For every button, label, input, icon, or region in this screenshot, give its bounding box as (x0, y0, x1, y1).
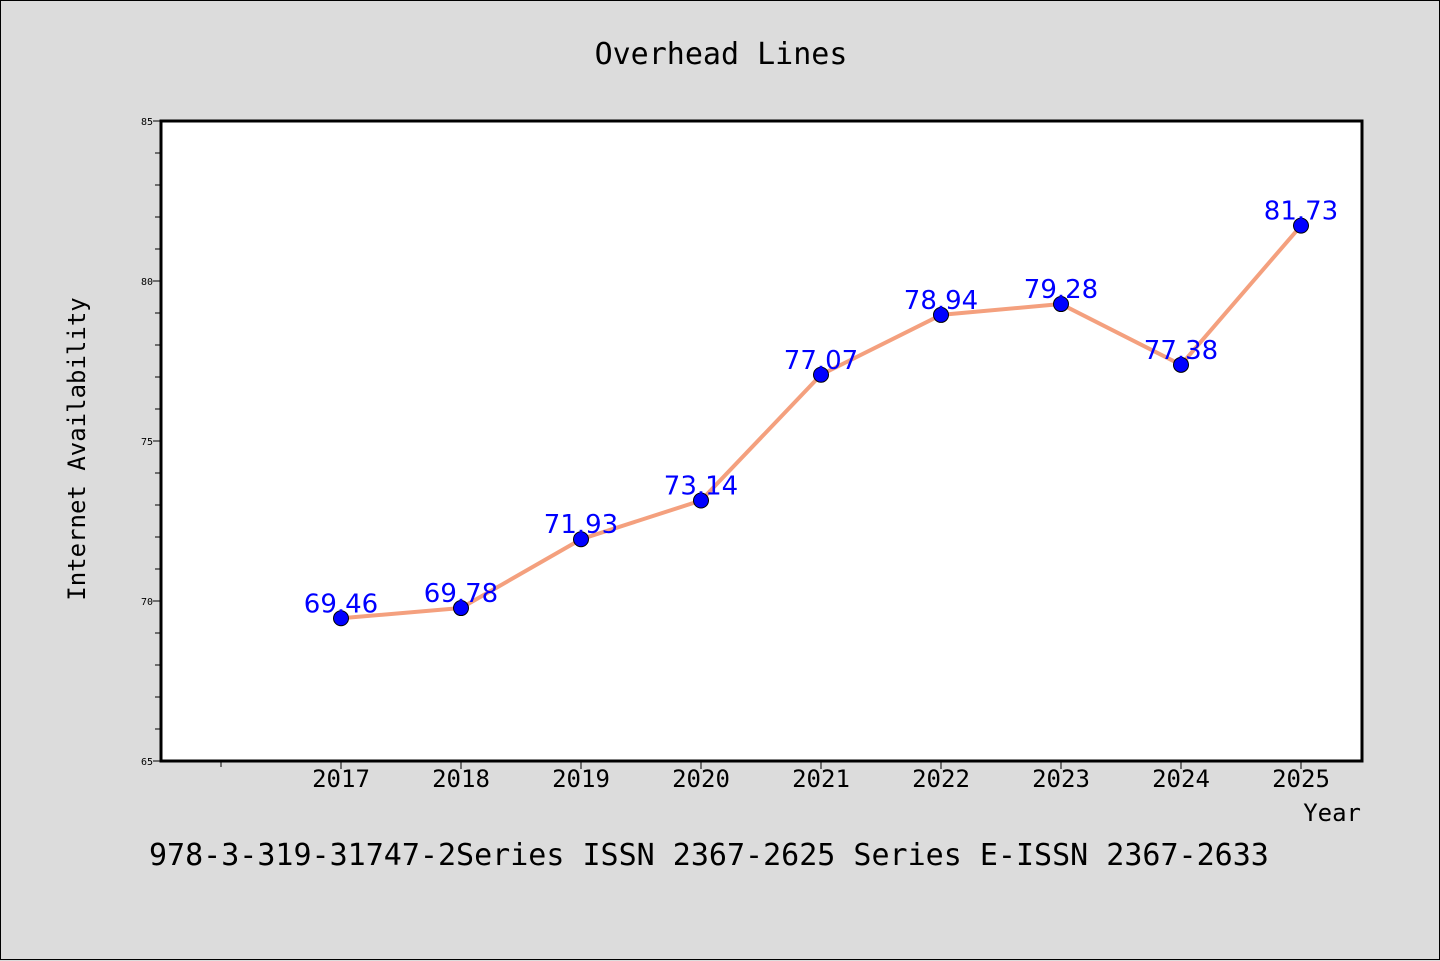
x-axis: 2017 2018 2019 2020 2021 2022 2023 2024 2025 (220, 761, 1330, 793)
x-tick-label: 2021 (792, 765, 850, 793)
data-point (333, 610, 349, 627)
data-label: 81.73 (1264, 197, 1338, 227)
x-axis-label: Year (1303, 799, 1361, 827)
data-point (1173, 356, 1189, 373)
data-point (813, 366, 829, 383)
data-label: 78.94 (904, 286, 978, 316)
x-tick-label: 2017 (312, 765, 370, 793)
y-axis: 65 70 75 80 85 (141, 117, 161, 768)
footer-text: 978-3-319-31747-2Series ISSN 2367-2625 S… (149, 838, 1269, 873)
x-tick-label: 2023 (1032, 765, 1090, 793)
data-label: 77.38 (1144, 336, 1218, 366)
data-label: 71.93 (544, 510, 618, 540)
x-tick-label: 2019 (552, 765, 610, 793)
data-label: 79.28 (1024, 275, 1098, 305)
data-labels: 69.46 69.78 71.93 73.14 77.07 78.94 79.28 77.38… (304, 197, 1338, 620)
data-point (693, 492, 709, 509)
x-tick-label: 2018 (432, 765, 490, 793)
data-label: 69.46 (304, 589, 378, 619)
data-point (1053, 296, 1069, 313)
data-point (933, 306, 949, 323)
data-label: 77.07 (784, 346, 858, 376)
series-group (333, 217, 1309, 627)
data-point (453, 600, 469, 617)
y-tick-label: 85 (141, 117, 153, 128)
x-tick-label: 2022 (912, 765, 970, 793)
y-tick-label: 70 (141, 597, 153, 608)
y-tick-label: 80 (141, 277, 153, 288)
chart-title: Overhead Lines (595, 37, 848, 72)
data-label: 73.14 (664, 472, 738, 502)
y-axis-label: Internet Availability (63, 297, 91, 600)
x-tick-label: 2024 (1152, 765, 1210, 793)
plot-area (159, 119, 1364, 763)
y-tick-label: 65 (141, 757, 153, 768)
data-point (1293, 217, 1309, 234)
y-tick-label: 75 (141, 437, 153, 448)
data-point (573, 531, 589, 548)
x-tick-label: 2025 (1272, 765, 1330, 793)
data-label: 69.78 (424, 579, 498, 609)
x-tick-label: 2020 (672, 765, 730, 793)
